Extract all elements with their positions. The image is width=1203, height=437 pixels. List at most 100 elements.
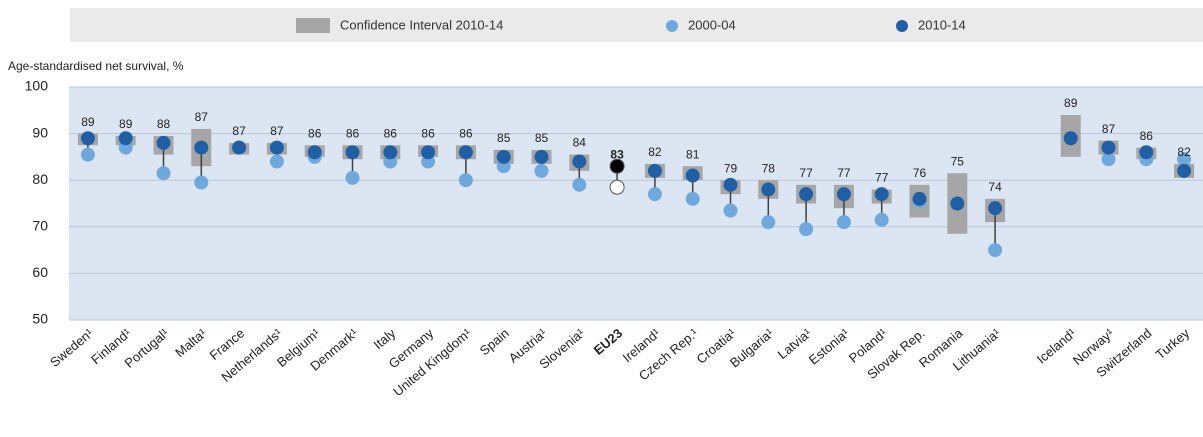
x-tick-label: Turkey [1153, 325, 1193, 362]
legend: Confidence Interval 2010-14 2000-04 2010-1… [296, 17, 966, 33]
data-point [799, 187, 814, 202]
data-point [572, 177, 587, 192]
value-label: 87 [270, 124, 284, 138]
x-tick-label: Sweden¹ [47, 325, 96, 370]
value-label: 87 [232, 124, 246, 138]
y-tick-label: 50 [32, 311, 48, 327]
data-point [534, 149, 549, 164]
data-point [874, 187, 889, 202]
value-label: 77 [799, 166, 813, 180]
value-label: 77 [875, 171, 889, 185]
legend-label: 2000-04 [688, 17, 736, 32]
value-label: 86 [384, 126, 398, 140]
legend-background [70, 8, 1203, 42]
data-point [609, 158, 625, 174]
value-label: 85 [535, 131, 549, 145]
data-point [1139, 145, 1154, 160]
value-label: 83 [610, 147, 624, 161]
value-label: 86 [1140, 129, 1154, 143]
data-point [458, 173, 473, 188]
data-point [1177, 152, 1192, 167]
data-point [80, 147, 95, 162]
data-point [194, 140, 209, 155]
value-label: 87 [1102, 122, 1116, 136]
data-point [685, 168, 700, 183]
x-tick-label: Italy [371, 325, 399, 352]
data-point [1177, 163, 1192, 178]
legend-label: 2010-14 [918, 17, 966, 32]
data-point [761, 215, 776, 230]
value-label: 87 [195, 110, 209, 124]
value-label: 89 [81, 115, 95, 129]
value-label: 86 [459, 126, 473, 140]
data-point [534, 163, 549, 178]
data-point [647, 187, 662, 202]
y-tick-label: 70 [32, 218, 48, 234]
data-point [572, 154, 587, 169]
data-point [685, 191, 700, 206]
x-tick-label: Malta¹ [172, 325, 210, 360]
data-point [345, 170, 360, 185]
data-point [383, 145, 398, 160]
data-point [458, 145, 473, 160]
data-point [723, 177, 738, 192]
value-label: 85 [497, 131, 511, 145]
data-point [799, 222, 814, 237]
data-point [988, 243, 1003, 258]
data-point [836, 215, 851, 230]
data-point [761, 182, 776, 197]
value-label: 86 [421, 126, 435, 140]
value-label: 86 [346, 126, 360, 140]
data-point [1063, 131, 1078, 146]
value-label: 79 [724, 161, 738, 175]
data-point [874, 212, 889, 227]
data-point [950, 196, 965, 211]
legend-swatch [296, 18, 330, 33]
value-label: 86 [308, 126, 322, 140]
data-point [80, 131, 95, 146]
y-tick-label: 100 [25, 78, 49, 94]
data-point [988, 201, 1003, 216]
value-label: 89 [1064, 96, 1078, 110]
y-tick-label: 90 [32, 124, 48, 140]
data-point [723, 203, 738, 218]
value-label: 78 [762, 161, 776, 175]
data-point [836, 187, 851, 202]
value-label: 82 [648, 145, 662, 159]
data-point [232, 140, 247, 155]
value-label: 74 [988, 180, 1002, 194]
y-tick-label: 60 [32, 264, 48, 280]
data-point [609, 179, 625, 195]
data-point [194, 175, 209, 190]
value-label: 76 [913, 166, 927, 180]
data-point [156, 135, 171, 150]
data-point [496, 149, 511, 164]
data-point [156, 166, 171, 181]
y-tick-label: 80 [32, 171, 48, 187]
data-point [307, 145, 322, 160]
data-point [118, 131, 133, 146]
data-point [269, 154, 284, 169]
value-label: 89 [119, 117, 133, 131]
data-point [1101, 152, 1116, 167]
x-tick-label: Bulgaria¹ [727, 325, 777, 370]
legend-marker [896, 20, 908, 32]
data-point [1101, 140, 1116, 155]
value-label: 77 [837, 166, 851, 180]
value-label: 81 [686, 147, 700, 161]
y-axis-title: Age-standardised net survival, % [8, 59, 184, 73]
data-point [912, 191, 927, 206]
legend-marker [666, 20, 678, 32]
plot-area [69, 87, 1203, 320]
value-label: 82 [1177, 145, 1191, 159]
value-label: 75 [951, 154, 965, 168]
x-tick-label: Estonia¹ [806, 325, 853, 368]
legend-label: Confidence Interval 2010-14 [340, 17, 503, 32]
value-label: 88 [157, 117, 171, 131]
data-point [269, 140, 284, 155]
data-point [421, 145, 436, 160]
data-point [647, 163, 662, 178]
value-label: 84 [573, 136, 587, 150]
data-point [345, 145, 360, 160]
